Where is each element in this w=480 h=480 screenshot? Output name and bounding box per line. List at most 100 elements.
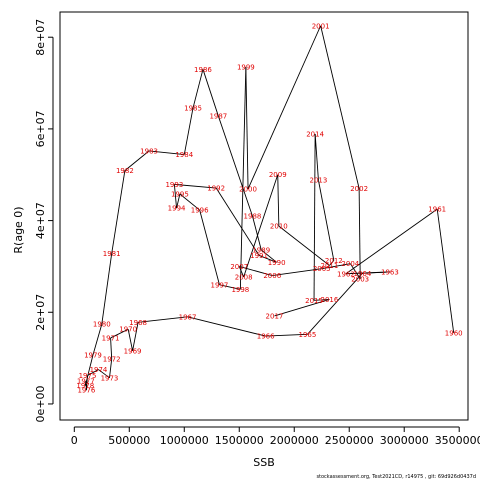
series-segment <box>329 260 335 266</box>
series-segment <box>247 25 322 190</box>
x-axis: 0 500000 1000000 1500000 2000000 2500000 30000… <box>71 426 480 447</box>
series-segment <box>174 183 217 189</box>
series-segment <box>183 107 194 155</box>
series-segment <box>239 265 273 277</box>
series-segment <box>349 263 361 280</box>
series-segment <box>436 209 455 333</box>
y-axis-title: R(age 0) <box>12 206 25 253</box>
point-label: 1992 <box>207 185 225 193</box>
point-label: 1963 <box>381 268 399 276</box>
series-segment <box>101 253 113 325</box>
series-segment <box>138 316 188 323</box>
series-segment <box>199 209 220 285</box>
series-segment <box>258 255 277 263</box>
x-tick-label: 1500000 <box>215 434 264 447</box>
x-tick-label: 3000000 <box>380 434 429 447</box>
series-segment <box>277 174 280 227</box>
series-segment <box>238 266 245 278</box>
point-label: 2007 <box>230 263 248 271</box>
point-label: 1960 <box>445 329 463 337</box>
series-segment <box>314 298 330 301</box>
point-label: 2008 <box>235 273 253 281</box>
point-label: 1988 <box>244 213 262 221</box>
point-label: 1996 <box>191 207 209 215</box>
point-label: 2011 <box>321 262 339 270</box>
point-label: 1983 <box>140 147 158 155</box>
series-segment <box>84 354 94 386</box>
series-segment <box>321 263 351 270</box>
y-tick-label: 6e+07 <box>34 110 47 147</box>
y-axis: 0e+00 2e+07 4e+07 6e+07 8e+07 <box>34 19 54 422</box>
series-segment <box>252 215 262 251</box>
point-label: 1987 <box>209 113 227 121</box>
point-label: 2005 <box>313 265 331 273</box>
point-label: 2002 <box>350 185 368 193</box>
point-label: 2015 <box>305 297 323 305</box>
point-label: 1970 <box>119 326 137 334</box>
series-segment <box>124 150 150 171</box>
series-segment <box>358 188 361 279</box>
y-tick-label: 4e+07 <box>34 202 47 239</box>
y-tick-label: 2e+07 <box>34 294 47 331</box>
series-segment <box>265 333 308 337</box>
series-segment <box>272 268 322 277</box>
series-segment <box>98 369 110 379</box>
series-segment <box>260 249 277 263</box>
series-segment <box>243 174 279 278</box>
point-label: 1975 <box>79 372 97 380</box>
series-segment <box>362 271 390 274</box>
point-label: 2003 <box>351 275 369 283</box>
point-label: 1998 <box>231 286 249 294</box>
point-label: 1984 <box>175 151 193 159</box>
point-label: 1978 <box>76 382 94 390</box>
point-label: 2013 <box>310 177 328 185</box>
series-segment <box>320 25 360 189</box>
series-segment <box>314 133 319 181</box>
series-segment <box>219 284 241 290</box>
x-axis-title: SSB <box>253 456 275 469</box>
point-label: 1980 <box>93 321 111 329</box>
point-label: 1981 <box>103 250 121 258</box>
point-label: 2014 <box>306 130 324 138</box>
series-segment <box>132 322 139 351</box>
point-label: 2000 <box>239 185 257 193</box>
series-segment <box>110 328 129 339</box>
plot-frame <box>59 11 469 421</box>
series-segment <box>109 358 113 378</box>
x-tick-label: 3500000 <box>435 434 480 447</box>
series-lines <box>84 25 455 391</box>
point-label: 2017 <box>266 312 284 320</box>
series-segment <box>179 193 200 211</box>
point-label: 2001 <box>312 22 330 30</box>
point-label: 1977 <box>77 378 95 386</box>
point-label: 1966 <box>257 333 275 341</box>
series-segment <box>345 208 438 275</box>
point-label: 1962 <box>337 270 355 278</box>
series-segment <box>149 150 185 156</box>
point-label: 1974 <box>90 366 108 374</box>
series-segment <box>111 170 126 254</box>
point-label: 2009 <box>269 171 287 179</box>
x-tick-label: 1000000 <box>160 434 209 447</box>
series-segment <box>317 180 335 261</box>
point-label: 1991 <box>250 252 268 260</box>
point-label: 1971 <box>102 334 120 342</box>
point-label: 1997 <box>211 281 229 289</box>
series-segment <box>215 187 260 256</box>
point-label: 2012 <box>325 257 343 265</box>
series-segment <box>217 115 253 217</box>
point-label: 1965 <box>299 331 317 339</box>
point-label: 1985 <box>184 104 202 112</box>
point-label: 1986 <box>194 66 212 74</box>
point-label: 1995 <box>171 190 189 198</box>
series-segment <box>127 329 134 351</box>
point-label: 1964 <box>354 270 372 278</box>
series-segment <box>239 67 247 290</box>
x-tick-label: 0 <box>71 434 78 447</box>
series-segment <box>110 337 113 360</box>
point-label: 1961 <box>428 206 446 214</box>
point-label: 1989 <box>252 246 270 254</box>
series-segment <box>173 184 178 209</box>
series-segment <box>192 69 204 108</box>
